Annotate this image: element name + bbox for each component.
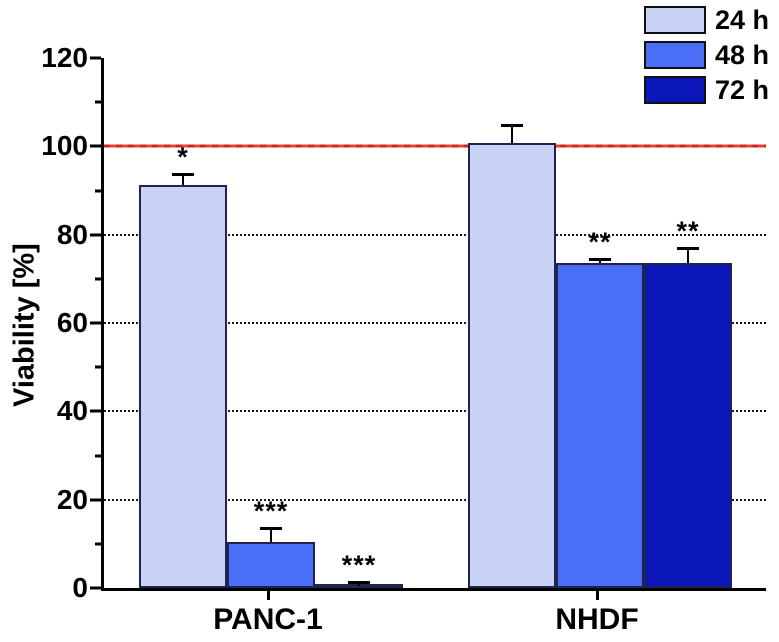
- bar-panc-1-48h: [227, 542, 315, 588]
- gridline-40: [104, 410, 766, 413]
- error-bar: [182, 173, 184, 186]
- y-axis-ticks: [89, 56, 101, 590]
- y-minor-tick: [95, 542, 101, 546]
- error-bar: [687, 247, 689, 263]
- reference-line-100: [104, 144, 766, 148]
- y-minor-tick: [95, 454, 101, 457]
- significance-label: **: [588, 226, 612, 257]
- error-bar: [511, 125, 513, 143]
- legend-item: 24 h: [644, 6, 769, 34]
- y-tick-label: 20: [56, 483, 88, 515]
- y-tick-label: 100: [41, 130, 88, 162]
- error-bar-cap: [260, 527, 282, 531]
- legend-label: 48 h: [715, 40, 770, 70]
- y-major-tick: [90, 233, 101, 237]
- error-bar-cap: [348, 581, 370, 585]
- x-category-label: PANC-1: [213, 603, 323, 636]
- bar-nhdf-24h: [468, 142, 556, 588]
- legend-label: 24 h: [715, 5, 770, 35]
- y-major-tick: [90, 321, 101, 325]
- y-major-tick: [90, 409, 101, 413]
- bar-panc-1-24h: [139, 185, 227, 588]
- y-major-tick: [90, 144, 101, 148]
- x-tick: [266, 591, 270, 600]
- error-bar-cap: [677, 246, 699, 250]
- legend-label: 72 h: [715, 75, 770, 105]
- y-major-tick: [90, 498, 101, 502]
- y-tick-labels: 0 20 40 60 80 100 120: [0, 44, 88, 602]
- x-category-label: NHDF: [555, 603, 639, 636]
- legend-swatch: [644, 6, 706, 34]
- error-bar: [270, 528, 272, 543]
- y-major-tick: [90, 586, 101, 590]
- y-tick-label: 80: [56, 218, 88, 250]
- bar-nhdf-72h: [644, 262, 732, 588]
- gridline-20: [104, 498, 766, 501]
- y-minor-tick: [95, 189, 101, 192]
- plot-area: * *** *** ** **: [101, 58, 766, 591]
- legend-item: 48 h: [644, 41, 769, 69]
- y-minor-tick: [95, 277, 101, 281]
- y-tick-label: 60: [56, 307, 88, 338]
- significance-label: **: [676, 215, 700, 246]
- error-bar-cap: [589, 257, 611, 261]
- legend-swatch: [644, 41, 706, 69]
- gridline-60: [104, 322, 766, 324]
- y-tick-label: 40: [56, 395, 88, 427]
- legend-item: 72 h: [644, 76, 769, 104]
- legend-swatch: [644, 76, 706, 104]
- gridline-80: [104, 233, 766, 236]
- x-tick: [595, 591, 599, 600]
- error-bar: [599, 258, 601, 263]
- x-axis-labels: PANC-1 NHDF: [0, 591, 779, 642]
- bar-nhdf-48h: [556, 262, 644, 588]
- y-major-tick: [90, 56, 101, 60]
- y-tick-label: 0: [72, 572, 88, 603]
- significance-label: *: [177, 141, 189, 172]
- error-bar-cap: [172, 172, 194, 176]
- y-minor-tick: [95, 100, 101, 104]
- y-tick-label: 120: [41, 42, 88, 73]
- legend: 24 h 48 h 72 h: [644, 6, 769, 111]
- y-minor-tick: [95, 365, 101, 369]
- error-bar-cap: [501, 124, 523, 128]
- significance-label: ***: [341, 550, 377, 581]
- significance-label: ***: [253, 496, 289, 527]
